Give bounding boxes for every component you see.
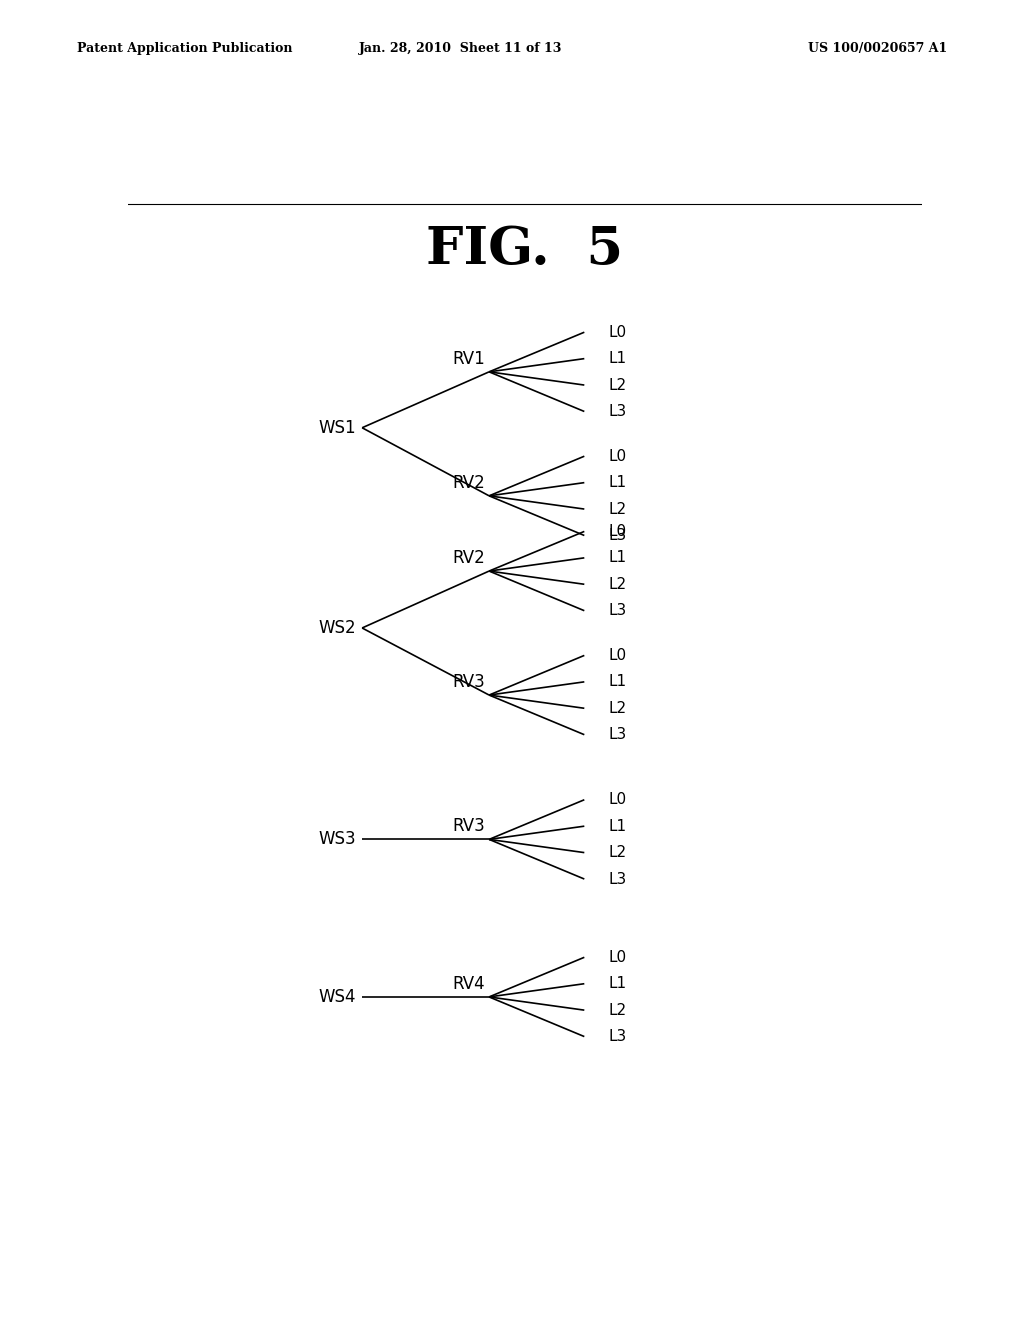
Text: FIG.  5: FIG. 5 <box>426 224 624 276</box>
Text: WS1: WS1 <box>318 418 355 437</box>
Text: L0: L0 <box>608 648 627 663</box>
Text: L0: L0 <box>608 792 627 808</box>
Text: L2: L2 <box>608 502 627 516</box>
Text: RV4: RV4 <box>453 975 485 993</box>
Text: L0: L0 <box>608 524 627 539</box>
Text: L2: L2 <box>608 845 627 861</box>
Text: L3: L3 <box>608 871 627 887</box>
Text: L2: L2 <box>608 1003 627 1018</box>
Text: L2: L2 <box>608 701 627 715</box>
Text: L2: L2 <box>608 577 627 591</box>
Text: L0: L0 <box>608 449 627 463</box>
Text: L3: L3 <box>608 404 627 418</box>
Text: L2: L2 <box>608 378 627 392</box>
Text: L3: L3 <box>608 1030 627 1044</box>
Text: WS3: WS3 <box>318 830 355 849</box>
Text: Jan. 28, 2010  Sheet 11 of 13: Jan. 28, 2010 Sheet 11 of 13 <box>359 42 562 55</box>
Text: RV3: RV3 <box>453 673 485 690</box>
Text: Patent Application Publication: Patent Application Publication <box>77 42 292 55</box>
Text: L1: L1 <box>608 550 627 565</box>
Text: RV1: RV1 <box>453 350 485 368</box>
Text: US 100/0020657 A1: US 100/0020657 A1 <box>808 42 947 55</box>
Text: WS2: WS2 <box>318 619 355 638</box>
Text: RV2: RV2 <box>453 474 485 492</box>
Text: L3: L3 <box>608 603 627 618</box>
Text: RV2: RV2 <box>453 549 485 568</box>
Text: L1: L1 <box>608 818 627 834</box>
Text: L1: L1 <box>608 475 627 490</box>
Text: L3: L3 <box>608 727 627 742</box>
Text: L1: L1 <box>608 977 627 991</box>
Text: L3: L3 <box>608 528 627 543</box>
Text: L1: L1 <box>608 675 627 689</box>
Text: L0: L0 <box>608 950 627 965</box>
Text: RV3: RV3 <box>453 817 485 836</box>
Text: L1: L1 <box>608 351 627 366</box>
Text: WS4: WS4 <box>318 987 355 1006</box>
Text: L0: L0 <box>608 325 627 339</box>
